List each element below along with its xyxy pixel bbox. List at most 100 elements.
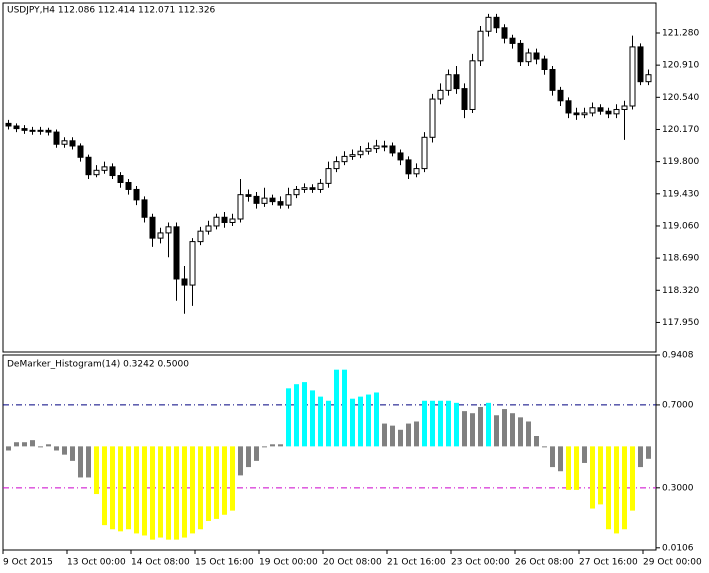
candle-body: [141, 199, 148, 218]
candle-body: [197, 230, 204, 243]
histogram-bar: [470, 413, 475, 447]
candle-body: [117, 175, 124, 183]
histogram-bar: [214, 446, 219, 519]
candle-body: [453, 74, 460, 90]
candle-body: [93, 169, 100, 176]
histogram-bar: [334, 369, 339, 447]
histogram-bar: [550, 446, 555, 468]
histogram-bar: [134, 446, 139, 534]
histogram-bar: [614, 446, 619, 534]
histogram-bar: [502, 409, 507, 447]
histogram-bar: [238, 446, 243, 476]
candle-body: [221, 216, 228, 223]
candle-body: [349, 154, 356, 157]
candle-body: [181, 278, 188, 286]
histogram-bar: [262, 446, 267, 448]
histogram-bar: [590, 446, 595, 509]
candle-body: [397, 152, 404, 161]
histogram-bar: [302, 382, 307, 447]
y-tick-label: 121.280: [662, 28, 699, 38]
candle-body: [589, 107, 596, 114]
candle-body: [597, 107, 604, 112]
histogram-bar: [574, 446, 579, 490]
histogram-bar: [326, 400, 331, 447]
candle-body: [389, 145, 396, 154]
histogram-bar: [310, 390, 315, 447]
histogram-bar: [382, 423, 387, 447]
histogram-bar: [62, 446, 67, 455]
candle-body: [173, 226, 180, 280]
y-tick-label: 0.9408: [662, 351, 694, 361]
candle-body: [325, 168, 332, 184]
candle-body: [333, 161, 340, 170]
y-tick-label: 0.0106: [662, 543, 694, 553]
histogram-bar: [478, 406, 483, 447]
y-tick-label: 118.320: [662, 286, 699, 296]
histogram-bar: [414, 421, 419, 447]
histogram-bar: [190, 446, 195, 534]
histogram-bar: [174, 446, 179, 540]
histogram-bar: [438, 400, 443, 447]
histogram-bar: [558, 446, 563, 472]
x-tick-label: 14 Oct 08:00: [131, 558, 190, 568]
y-tick-label: 120.910: [662, 61, 699, 71]
candle-body: [101, 166, 108, 171]
candle-body: [557, 89, 564, 102]
histogram-bar: [366, 394, 371, 447]
candle-body: [629, 46, 636, 107]
histogram-bar: [22, 442, 27, 447]
candle-body: [205, 225, 212, 232]
candle-body: [189, 241, 196, 286]
histogram-bar: [86, 446, 91, 478]
histogram-bar: [198, 446, 203, 530]
x-tick-label: 9 Oct 2015: [3, 558, 53, 568]
candle-body: [29, 129, 36, 132]
candle-body: [533, 52, 540, 60]
candle-body: [149, 216, 156, 239]
histogram-bar: [462, 411, 467, 447]
histogram-bar: [646, 446, 651, 459]
histogram-bar: [294, 384, 299, 447]
y-tick-label: 119.800: [662, 157, 699, 167]
symbol-title: USDJPY,H4 112.086 112.414 112.071 112.32…: [7, 6, 216, 16]
candle-body: [277, 201, 284, 206]
histogram-bar: [94, 446, 99, 495]
histogram-bar: [566, 446, 571, 490]
histogram-bar: [30, 440, 35, 447]
candle-body: [253, 195, 260, 204]
histogram-bar: [126, 446, 131, 530]
candle-body: [45, 129, 52, 133]
x-tick-label: 29 Oct 00:00: [643, 558, 702, 568]
candle-body: [541, 58, 548, 70]
candle-body: [261, 197, 268, 204]
histogram-bar: [350, 398, 355, 447]
y-tick-label: 0.7000: [662, 400, 694, 410]
candle-body: [621, 105, 628, 110]
histogram-bar: [70, 446, 75, 461]
histogram-bar: [398, 429, 403, 447]
histogram-bar: [390, 425, 395, 447]
candle-body: [125, 181, 132, 190]
histogram-bar: [622, 446, 627, 530]
histogram-bar: [102, 446, 107, 526]
x-tick-label: 15 Oct 16:00: [195, 558, 254, 568]
histogram-bar: [158, 446, 163, 538]
histogram-bar: [510, 413, 515, 447]
candle-body: [605, 110, 612, 115]
candle-body: [245, 194, 252, 197]
histogram-bar: [254, 446, 259, 461]
histogram-bar: [150, 446, 155, 540]
candle-body: [485, 16, 492, 32]
histogram-bar: [430, 400, 435, 447]
histogram-bar: [286, 388, 291, 447]
candle-body: [525, 52, 532, 63]
candle-body: [157, 232, 164, 239]
y-tick-label: 0.3000: [662, 483, 694, 493]
histogram-bar: [630, 446, 635, 511]
histogram-bar: [526, 421, 531, 447]
candle-body: [165, 226, 172, 234]
histogram-bar: [270, 444, 275, 447]
candle-body: [133, 188, 140, 201]
histogram-bar: [54, 446, 59, 451]
histogram-bar: [6, 446, 11, 451]
